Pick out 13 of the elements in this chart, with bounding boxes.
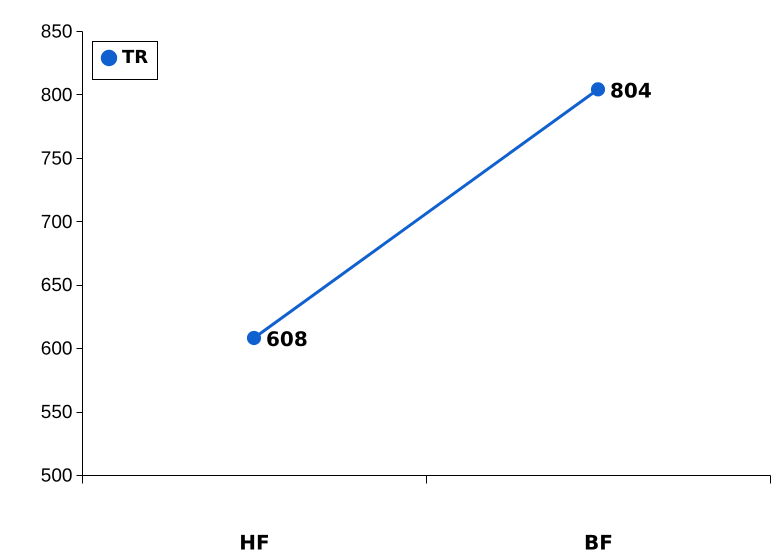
data-label: 804 (610, 78, 652, 102)
legend-label: TR (122, 47, 148, 68)
x-tick-label: HF (239, 530, 270, 552)
y-tick-label: 550 (40, 402, 72, 424)
data-label: 608 (266, 326, 308, 351)
y-tick-label: 500 (40, 466, 72, 486)
y-tick-label: 650 (40, 275, 72, 296)
y-tick-label: 700 (40, 212, 72, 233)
y-tick-label: 600 (40, 338, 72, 360)
y-tick-label: 850 (40, 22, 72, 42)
y-tick-label: 800 (40, 84, 72, 106)
y-tick-label: 750 (40, 148, 72, 170)
x-tick-label: BF (584, 530, 613, 552)
